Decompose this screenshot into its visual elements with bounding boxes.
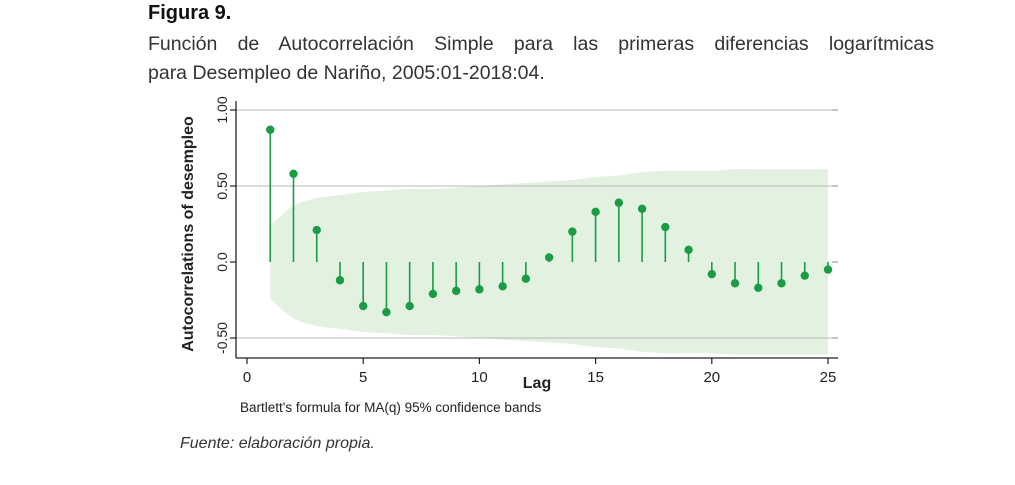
axis-layer: -0.50 0.0 0.50 1.00 0 5 10 15 20 25 — [214, 96, 838, 386]
acf-point — [707, 269, 716, 279]
acf-point — [544, 253, 554, 262]
figure-source: Fuente: elaboración propia. — [180, 435, 375, 452]
y-tick-label: -0.50 — [214, 322, 230, 354]
acf-point — [382, 307, 391, 317]
acf-point — [428, 289, 438, 299]
acf-point — [266, 125, 275, 134]
x-tick-label: 0 — [243, 369, 251, 386]
acf-point — [498, 282, 507, 291]
acf-point — [591, 207, 600, 217]
grid-layer — [236, 109, 838, 339]
acf-point — [730, 279, 740, 288]
x-tick-label: 10 — [471, 369, 488, 386]
caption-line-2: para Desempleo de Nariño, 2005:01-2018:0… — [148, 62, 545, 84]
acf-point — [754, 283, 763, 293]
acf-point — [823, 265, 833, 274]
acf-point — [614, 198, 624, 207]
x-tick-label: 15 — [587, 369, 604, 386]
acf-point — [451, 286, 461, 296]
y-tick-label: 1.00 — [214, 96, 230, 123]
acf-point — [568, 227, 577, 236]
acf-point — [289, 169, 298, 179]
chart-note: Bartlett's formula for MA(q) 95% confide… — [240, 400, 542, 415]
acf-point — [521, 274, 531, 283]
x-tick-label: 5 — [359, 369, 367, 386]
caption-line-1: Función de Autocorrelación Simple para l… — [148, 33, 934, 55]
acf-point — [335, 276, 345, 285]
x-tick-label: 25 — [820, 369, 837, 386]
y-tick-label: 0.0 — [214, 252, 230, 272]
acf-point — [359, 301, 368, 311]
acf-point — [661, 222, 670, 232]
x-tick-label: 20 — [703, 369, 720, 386]
acf-point — [684, 245, 693, 255]
acf-point — [800, 271, 809, 280]
figure-label: Figura 9. — [148, 2, 232, 24]
acf-point — [637, 204, 647, 213]
stem-layer — [266, 125, 833, 317]
y-axis-label: Autocorrelations of desempleo — [180, 116, 197, 352]
y-tick-label: 0.50 — [214, 172, 230, 199]
acf-point — [312, 225, 321, 235]
x-axis-label: Lag — [523, 375, 551, 392]
acf-point — [777, 279, 786, 288]
acf-point — [475, 285, 484, 294]
acf-point — [405, 301, 414, 311]
figure-caption: Función de Autocorrelación Simple para l… — [148, 30, 934, 88]
